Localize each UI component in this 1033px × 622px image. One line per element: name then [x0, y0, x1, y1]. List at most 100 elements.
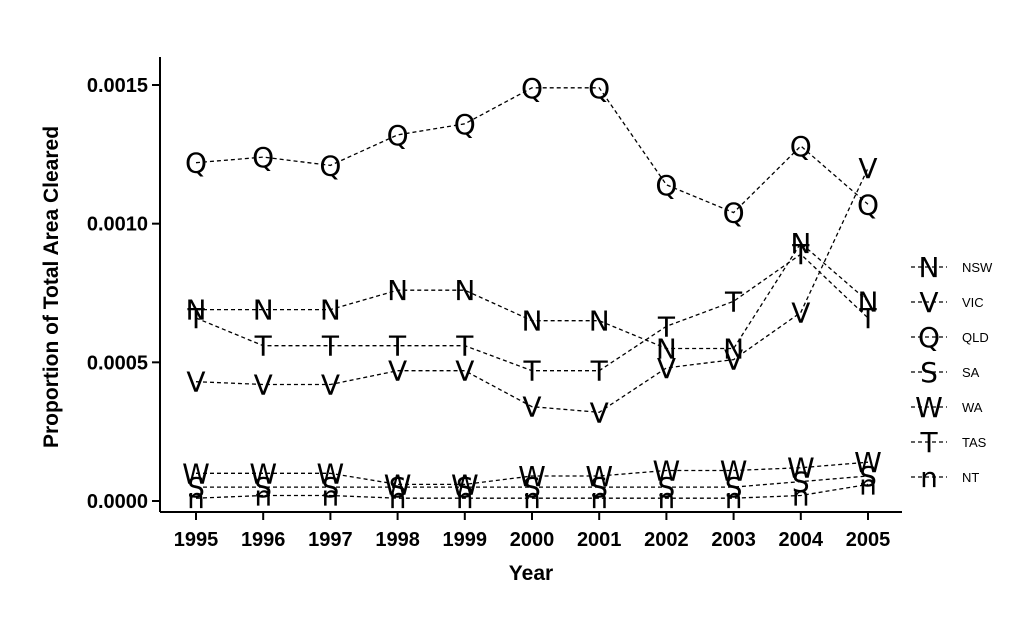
- point-tas-1996: T: [254, 330, 273, 363]
- x-ticks: 1995 1996 1997 1998 1999 2000 2001 2002 2003 2004…: [174, 512, 891, 551]
- legend-marker-vic: V: [919, 286, 938, 319]
- point-sa-2005: S: [859, 460, 877, 493]
- point-wa-2003: W: [720, 454, 748, 487]
- point-tas-1997: T: [321, 330, 340, 363]
- point-wa-2005: W: [854, 446, 882, 479]
- x-tick-label: 2005: [846, 529, 891, 551]
- point-nt-2005: n: [859, 468, 877, 501]
- point-sa-2003: S: [725, 471, 743, 504]
- point-nt-2003: n: [725, 482, 743, 515]
- y-axis-title: Proportion of Total Area Cleared: [40, 126, 63, 448]
- series-line-wa: [196, 461, 869, 486]
- point-nsw-1999: N: [454, 274, 475, 307]
- axes: [159, 57, 902, 513]
- point-wa-1996: W: [249, 457, 277, 490]
- series-line-nsw: [196, 242, 869, 350]
- point-nt-1996: n: [254, 479, 272, 512]
- point-wa-2000: W: [518, 460, 546, 493]
- point-sa-2000: S: [523, 471, 541, 504]
- y-tick-label: 0.0000: [87, 491, 148, 513]
- x-tick-label: 2000: [510, 529, 555, 551]
- x-tick-label: 1998: [375, 529, 420, 551]
- point-sa-2004: S: [792, 466, 810, 499]
- point-sa-1998: S: [389, 471, 407, 504]
- point-nsw-2001: N: [589, 305, 610, 338]
- point-wa-2002: W: [653, 454, 681, 487]
- y-tick-label: 0.0015: [87, 75, 148, 97]
- point-qld-1995: Q: [185, 147, 207, 180]
- point-vic-2001: V: [590, 396, 609, 429]
- point-sa-1999: S: [456, 471, 474, 504]
- point-nt-2000: n: [523, 482, 541, 515]
- series-lines: [195, 87, 869, 499]
- point-nsw-1997: N: [320, 294, 341, 327]
- point-wa-2001: W: [585, 460, 613, 493]
- point-vic-2002: V: [657, 352, 676, 385]
- point-qld-2001: Q: [588, 72, 610, 105]
- y-tick-label: 0.0005: [87, 352, 148, 374]
- point-tas-1995: T: [186, 302, 205, 335]
- point-tas-2002: T: [657, 310, 676, 343]
- series-line-vic: [195, 167, 869, 413]
- point-tas-1999: T: [455, 330, 474, 363]
- point-qld-1996: Q: [252, 141, 274, 174]
- point-vic-2005: V: [858, 152, 877, 185]
- point-wa-1999: W: [451, 468, 479, 501]
- point-tas-2003: T: [724, 285, 743, 318]
- legend-label-nsw: NSW: [962, 260, 993, 275]
- point-sa-1996: S: [254, 471, 272, 504]
- point-sa-2001: S: [590, 471, 608, 504]
- point-nsw-2005: N: [858, 285, 879, 318]
- point-nsw-2000: N: [522, 305, 543, 338]
- point-nsw-2003: N: [723, 332, 744, 365]
- point-qld-2005: Q: [857, 188, 879, 221]
- series-line-qld: [195, 87, 869, 214]
- point-tas-2000: T: [522, 355, 541, 388]
- point-nsw-1995: N: [186, 294, 207, 327]
- y-tick-label: 0.0010: [87, 214, 148, 236]
- point-qld-2003: Q: [723, 197, 745, 230]
- point-nsw-2004: N: [790, 227, 811, 260]
- x-tick-label: 2004: [779, 529, 824, 551]
- point-sa-1995: S: [187, 471, 205, 504]
- point-nsw-2002: N: [656, 332, 677, 365]
- point-nt-2002: n: [658, 482, 676, 515]
- x-tick-label: 1997: [308, 529, 353, 551]
- point-tas-1998: T: [388, 330, 407, 363]
- point-qld-1997: Q: [319, 149, 341, 182]
- series-line-tas: [195, 253, 869, 372]
- y-ticks: 0.0000 0.0005 0.0010 0.0015: [87, 75, 160, 513]
- point-qld-1998: Q: [387, 119, 409, 152]
- legend-marker-qld: Q: [918, 321, 940, 354]
- x-axis-title: Year: [509, 562, 553, 585]
- point-vic-1996: V: [254, 369, 273, 402]
- point-wa-1998: W: [384, 468, 412, 501]
- x-tick-label: 1999: [443, 529, 488, 551]
- point-nt-1999: n: [456, 482, 474, 515]
- point-vic-1995: V: [186, 366, 205, 399]
- point-tas-2005: T: [858, 302, 877, 335]
- point-qld-1999: Q: [454, 108, 476, 141]
- point-vic-2003: V: [724, 344, 743, 377]
- legend-marker-wa: W: [915, 391, 943, 424]
- point-sa-1997: S: [322, 471, 340, 504]
- x-tick-label: 1996: [241, 529, 286, 551]
- point-qld-2000: Q: [521, 72, 543, 105]
- point-vic-1998: V: [388, 355, 407, 388]
- legend-label-tas: TAS: [962, 435, 987, 450]
- series-line-nt: [195, 483, 869, 499]
- x-tick-label: 2001: [577, 529, 622, 551]
- legend-label-vic: VIC: [962, 295, 984, 310]
- legend-label-qld: QLD: [962, 330, 989, 345]
- legend-label-sa: SA: [962, 365, 980, 380]
- point-vic-2004: V: [791, 296, 810, 329]
- point-qld-2002: Q: [655, 169, 677, 202]
- point-nt-1995: n: [187, 482, 205, 515]
- legend-marker-sa: S: [920, 356, 938, 389]
- legend-label-nt: NT: [962, 470, 979, 485]
- point-nt-1997: n: [322, 479, 340, 512]
- legend-marker-nsw: N: [919, 251, 940, 284]
- point-wa-1997: W: [317, 457, 345, 490]
